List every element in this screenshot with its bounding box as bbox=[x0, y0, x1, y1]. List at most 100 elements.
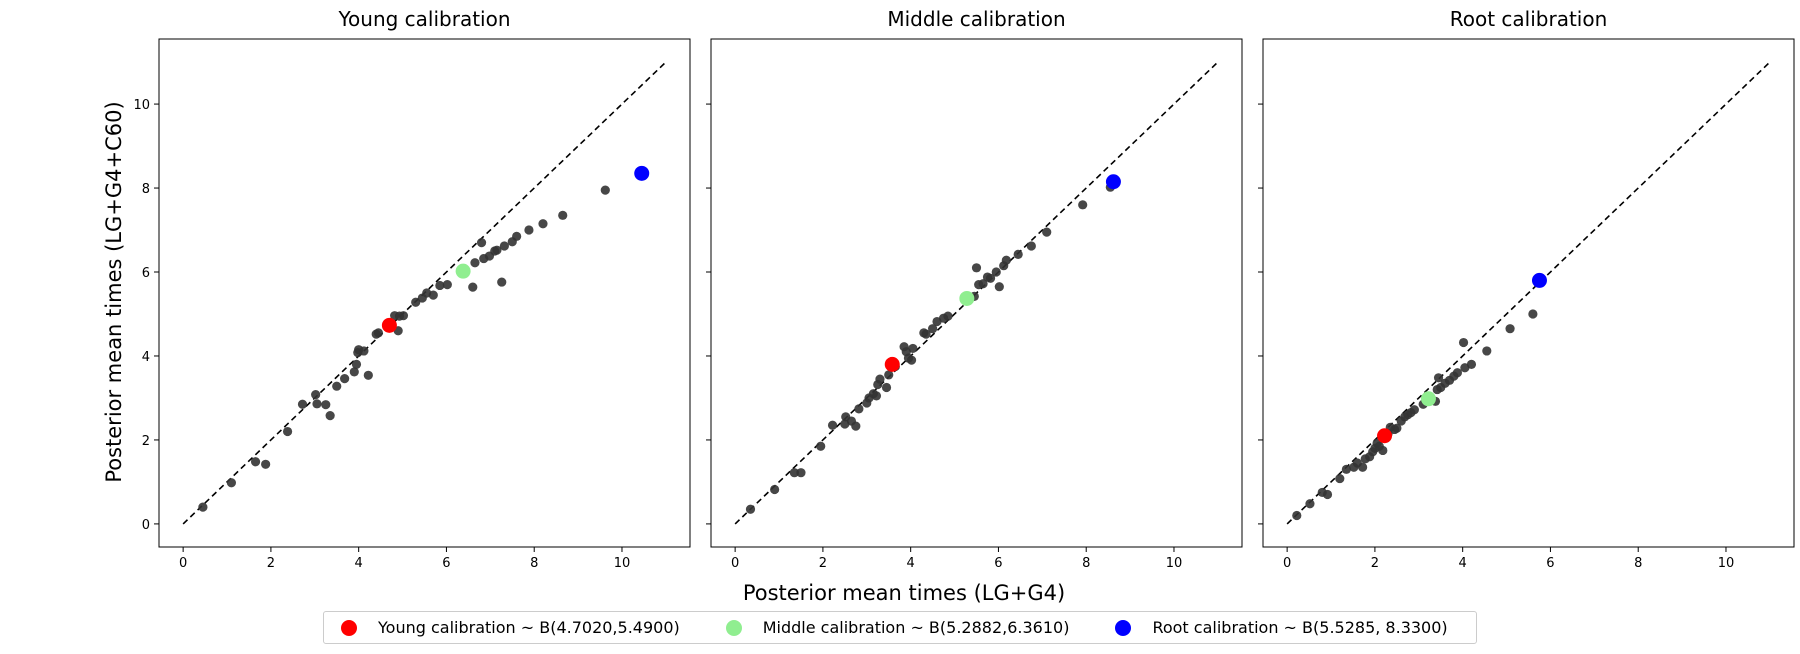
data-point-young bbox=[226, 478, 237, 488]
data-point-middle bbox=[994, 282, 1004, 292]
x-tick-label-young: 2 bbox=[267, 556, 275, 571]
data-point-young bbox=[325, 410, 335, 421]
x-tick-label-middle: 8 bbox=[1082, 556, 1090, 571]
data-point-middle bbox=[851, 421, 861, 431]
red-marker-icon bbox=[341, 619, 357, 636]
data-point-middle bbox=[908, 343, 918, 354]
data-point-middle bbox=[884, 370, 894, 380]
panel-title-middle: Middle calibration bbox=[887, 7, 1065, 31]
x-tick-label-root: 4 bbox=[1459, 556, 1467, 571]
data-point-young bbox=[321, 400, 331, 410]
data-point-young bbox=[198, 502, 208, 512]
data-point-root bbox=[1292, 510, 1302, 521]
data-point-young bbox=[373, 328, 384, 338]
data-point-middle bbox=[816, 441, 826, 451]
identity-line-root bbox=[1286, 61, 1771, 525]
data-point-middle bbox=[1078, 200, 1088, 210]
y-tick-label-young: 0 bbox=[142, 518, 150, 533]
data-point-young bbox=[411, 297, 421, 307]
data-point-young bbox=[558, 210, 568, 220]
data-point-root bbox=[1358, 462, 1368, 472]
data-point-young bbox=[359, 346, 369, 356]
data-point-young bbox=[250, 457, 261, 467]
data-point-middle bbox=[770, 484, 780, 495]
data-point-root bbox=[1505, 324, 1515, 334]
data-point-young bbox=[476, 238, 487, 248]
data-point-young bbox=[524, 225, 534, 235]
data-point-root bbox=[1452, 368, 1463, 378]
data-point-root bbox=[1409, 405, 1420, 415]
data-point-young bbox=[600, 185, 610, 195]
x-tick-label-middle: 4 bbox=[907, 556, 915, 571]
legend-label-middle: Middle calibration ~ B(5.2882,6.3610) bbox=[762, 618, 1070, 637]
y-tick-label-young: 2 bbox=[142, 434, 150, 449]
data-point-root bbox=[1322, 489, 1333, 500]
data-point-root bbox=[1528, 309, 1538, 319]
data-point-young bbox=[512, 231, 522, 241]
data-point-root bbox=[1335, 473, 1345, 484]
panel-title-young: Young calibration bbox=[337, 7, 510, 31]
data-point-root bbox=[1458, 337, 1469, 348]
data-point-young bbox=[332, 381, 342, 391]
data-point-middle bbox=[978, 279, 988, 289]
y-tick-label-young: 8 bbox=[142, 182, 150, 197]
x-tick-label-young: 10 bbox=[614, 556, 631, 571]
data-point-middle bbox=[745, 504, 756, 514]
data-point-middle bbox=[789, 468, 799, 478]
data-point-middle bbox=[971, 263, 982, 273]
panel-root: Root calibration 0 2 4 6 8 10 bbox=[1258, 7, 1795, 571]
panel-middle: Middle calibration 0 2 4 6 8 10 bbox=[706, 7, 1243, 571]
data-point-young bbox=[442, 280, 452, 290]
data-point-young bbox=[340, 374, 350, 384]
legend: Young calibration ~ B(4.7020,5.4900) Mid… bbox=[323, 611, 1477, 644]
x-tick-label-middle: 6 bbox=[994, 556, 1002, 571]
root-calibration-point-root bbox=[1531, 272, 1547, 288]
data-point-young bbox=[497, 277, 507, 287]
y-tick-label-young: 6 bbox=[142, 266, 150, 281]
data-point-middle bbox=[796, 468, 806, 478]
root-calibration-point-middle bbox=[1105, 174, 1121, 190]
x-tick-label-young: 6 bbox=[442, 556, 450, 571]
data-point-middle bbox=[943, 311, 953, 321]
data-point-root bbox=[1341, 464, 1351, 474]
data-point-young bbox=[261, 459, 271, 469]
x-tick-label-young: 4 bbox=[355, 556, 363, 571]
legend-label-root: Root calibration ~ B(5.5285, 8.3300) bbox=[1152, 618, 1448, 637]
young-calibration-point-root bbox=[1377, 428, 1393, 444]
data-point-root bbox=[1433, 373, 1444, 383]
data-point-young bbox=[363, 370, 373, 380]
legend-entry-young: Young calibration ~ B(4.7020,5.4900) bbox=[341, 618, 680, 637]
data-point-young bbox=[312, 399, 322, 409]
data-point-middle bbox=[991, 267, 1001, 277]
data-point-middle bbox=[1001, 255, 1011, 265]
x-axis-label: Posterior mean times (LG+G4) bbox=[743, 581, 1065, 605]
blue-marker-icon bbox=[1115, 619, 1132, 636]
data-point-young bbox=[470, 258, 480, 268]
x-tick-label-young: 8 bbox=[530, 556, 538, 571]
x-tick-label-root: 0 bbox=[1283, 556, 1291, 571]
data-point-middle bbox=[985, 273, 996, 283]
data-point-root bbox=[1466, 359, 1477, 369]
middle-calibration-point-young bbox=[455, 263, 471, 279]
legend-label-young: Young calibration ~ B(4.7020,5.4900) bbox=[378, 618, 680, 637]
data-point-root bbox=[1305, 499, 1315, 509]
data-point-young bbox=[428, 290, 438, 300]
data-point-young bbox=[351, 359, 362, 369]
middle-calibration-point-root bbox=[1420, 391, 1436, 407]
data-point-middle bbox=[854, 404, 864, 414]
legend-entry-root: Root calibration ~ B(5.5285, 8.3300) bbox=[1115, 618, 1448, 637]
data-point-young bbox=[282, 426, 293, 437]
young-calibration-point-middle bbox=[884, 356, 900, 372]
legend-entry-middle: Middle calibration ~ B(5.2882,6.3610) bbox=[725, 618, 1070, 637]
data-point-young bbox=[311, 390, 321, 400]
x-tick-label-middle: 0 bbox=[731, 556, 739, 571]
data-point-root bbox=[1482, 346, 1492, 356]
data-point-young bbox=[398, 311, 409, 321]
young-calibration-point-young bbox=[381, 317, 397, 333]
data-point-young bbox=[435, 280, 445, 291]
data-point-young bbox=[499, 241, 509, 251]
data-point-young bbox=[468, 282, 478, 292]
data-point-root bbox=[1378, 445, 1388, 456]
data-point-middle bbox=[871, 391, 882, 401]
